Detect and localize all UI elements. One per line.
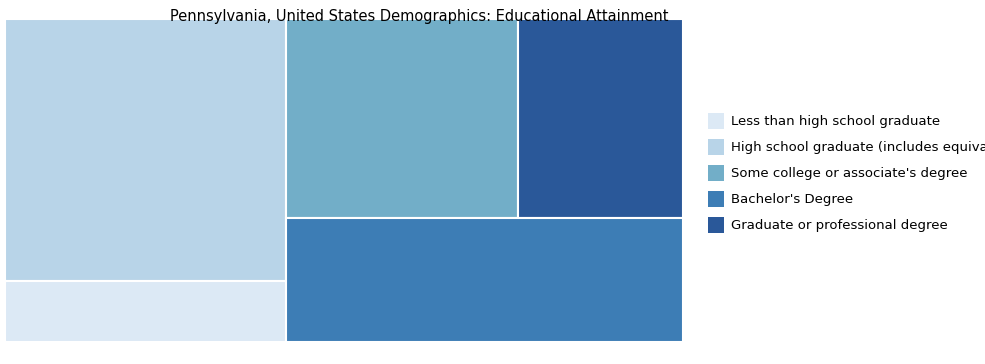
FancyBboxPatch shape (708, 217, 724, 233)
FancyBboxPatch shape (287, 19, 518, 218)
FancyBboxPatch shape (708, 113, 724, 129)
FancyBboxPatch shape (708, 191, 724, 207)
Text: High school graduate (includes equivalency): High school graduate (includes equivalen… (731, 141, 985, 154)
Text: Bachelor's Degree: Bachelor's Degree (731, 193, 853, 206)
Text: Pennsylvania, United States Demographics: Educational Attainment: Pennsylvania, United States Demographics… (170, 9, 669, 24)
Text: Graduate or professional degree: Graduate or professional degree (731, 218, 948, 232)
FancyBboxPatch shape (287, 218, 683, 342)
FancyBboxPatch shape (708, 165, 724, 181)
FancyBboxPatch shape (5, 19, 287, 281)
FancyBboxPatch shape (708, 139, 724, 155)
FancyBboxPatch shape (518, 19, 683, 218)
Text: Less than high school graduate: Less than high school graduate (731, 115, 940, 127)
Text: Some college or associate's degree: Some college or associate's degree (731, 166, 967, 179)
FancyBboxPatch shape (5, 281, 287, 342)
